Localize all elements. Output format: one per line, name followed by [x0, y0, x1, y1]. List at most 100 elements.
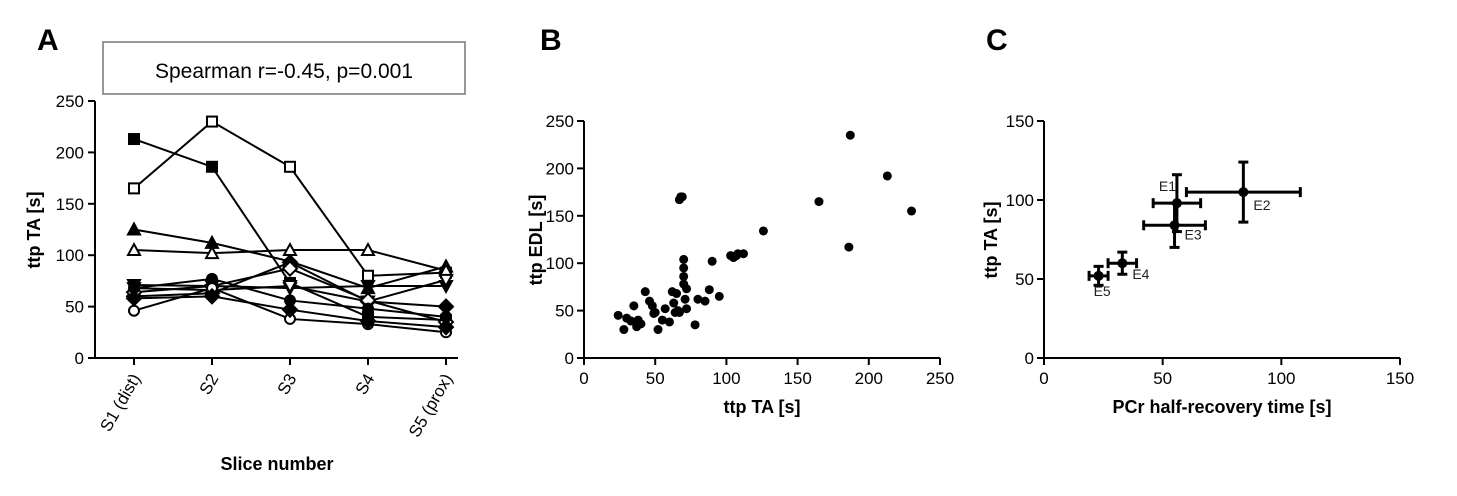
a-xtick-label: S5 (prox): [405, 371, 456, 441]
c-ytick-label: 150: [1006, 112, 1034, 131]
panel-c-x-label: PCr half-recovery time [s]: [1112, 397, 1331, 417]
b-xtick-label: 250: [926, 369, 954, 388]
panel-b-x-label: ttp TA [s]: [724, 397, 801, 417]
scatter-point: [679, 254, 689, 264]
a-ytick-label: 250: [56, 92, 84, 111]
series-marker: [282, 280, 298, 295]
scatter-point: [657, 315, 667, 325]
scatter-point: [674, 307, 684, 317]
b-ytick-label: 200: [546, 159, 574, 178]
panel-label-a: A: [37, 24, 59, 57]
point-label: E3: [1185, 226, 1202, 242]
a-ytick-label: 50: [65, 298, 84, 317]
mean-point: [1093, 270, 1104, 281]
c-xtick-label: 0: [1039, 369, 1048, 388]
scatter-point: [672, 289, 682, 299]
series-marker: [437, 318, 455, 336]
mean-point: [1169, 220, 1180, 231]
scatter-point: [704, 285, 714, 295]
scatter-point: [882, 171, 892, 181]
b-ytick-label: 100: [546, 254, 574, 273]
scatter-point: [636, 319, 646, 329]
scatter-point: [714, 291, 724, 301]
scatter-point: [693, 294, 703, 304]
annotation-box: [102, 41, 466, 95]
a-xtick-label: S2: [196, 371, 223, 399]
series-marker: [128, 133, 140, 146]
scatter-point: [680, 294, 690, 304]
a-ytick-label: 200: [56, 143, 84, 162]
series-marker: [360, 280, 376, 295]
panel-label-b: B: [540, 24, 562, 57]
b-xtick-label: 50: [646, 369, 665, 388]
a-xtick-label: S1 (dist): [96, 371, 144, 435]
series-marker: [128, 304, 140, 317]
c-ytick-label: 100: [1006, 191, 1034, 210]
series-marker: [284, 160, 296, 173]
mean-point: [1117, 258, 1128, 269]
point-label: E4: [1132, 266, 1149, 282]
b-xtick-label: 0: [579, 369, 588, 388]
scatter-point: [613, 310, 623, 320]
panel-label-c: C: [986, 24, 1008, 57]
scatter-point: [738, 249, 748, 259]
panel-a-x-label: Slice number: [220, 454, 333, 474]
c-ytick-label: 0: [1025, 349, 1034, 368]
scatter-point: [814, 197, 824, 207]
panel-c-y-label: ttp TA [s]: [981, 202, 1001, 279]
series-marker: [438, 273, 454, 288]
series-marker: [204, 245, 220, 260]
c-ytick-label: 50: [1015, 270, 1034, 289]
series-marker: [362, 302, 374, 315]
c-xtick-label: 150: [1386, 369, 1414, 388]
scatter-point: [707, 256, 717, 266]
series-marker: [359, 312, 377, 330]
panel-b-y-label: ttp EDL [s]: [526, 195, 546, 286]
a-ytick-label: 150: [56, 195, 84, 214]
b-xtick-label: 100: [712, 369, 740, 388]
c-xtick-label: 100: [1267, 369, 1295, 388]
panel-c-errorbar-chart: ttp TA [s] PCr half-recovery time [s] 0 5…: [981, 112, 1414, 417]
scatter-point: [907, 206, 917, 216]
scatter-point: [679, 271, 689, 281]
scatter-point: [664, 317, 674, 327]
b-ytick-label: 150: [546, 207, 574, 226]
b-ytick-label: 50: [555, 302, 574, 321]
scatter-point: [844, 242, 854, 252]
series-marker: [206, 115, 218, 128]
series-marker: [126, 221, 142, 236]
scatter-point: [690, 320, 700, 330]
scatter-point: [679, 263, 689, 273]
panel-a-line-chart: ttp TA [s] Slice number 0 50 100 150 200 250 S…: [24, 92, 458, 474]
scatter-point: [653, 325, 663, 335]
b-xtick-label: 200: [855, 369, 883, 388]
series-marker: [362, 269, 374, 282]
series-marker: [203, 287, 221, 305]
a-xtick-label: S4: [352, 371, 379, 399]
series-marker: [360, 241, 376, 257]
series-marker: [281, 260, 299, 277]
mean-point: [1238, 187, 1249, 198]
series-marker: [128, 182, 140, 195]
scatter-point: [682, 284, 692, 294]
scatter-point: [626, 316, 636, 326]
series-marker: [281, 301, 299, 319]
panel-b-scatter-chart: ttp EDL [s] ttp TA [s] 0 50 100 150 200 250 0 5…: [526, 112, 954, 417]
series-marker: [206, 160, 218, 173]
scatter-point: [682, 304, 692, 314]
point-label: E2: [1253, 197, 1270, 213]
a-xtick-label: S3: [274, 371, 301, 399]
scatter-point: [758, 226, 768, 236]
point-label: E1: [1159, 178, 1176, 194]
scatter-point: [660, 304, 670, 314]
a-ytick-label: 100: [56, 246, 84, 265]
series-marker: [126, 241, 142, 257]
point-label: E5: [1094, 283, 1111, 299]
scatter-point: [650, 307, 660, 317]
c-xtick-label: 50: [1153, 369, 1172, 388]
scatter-point: [629, 301, 639, 311]
series-marker: [125, 289, 143, 307]
scatter-point: [677, 192, 687, 202]
scatter-point: [640, 287, 650, 297]
